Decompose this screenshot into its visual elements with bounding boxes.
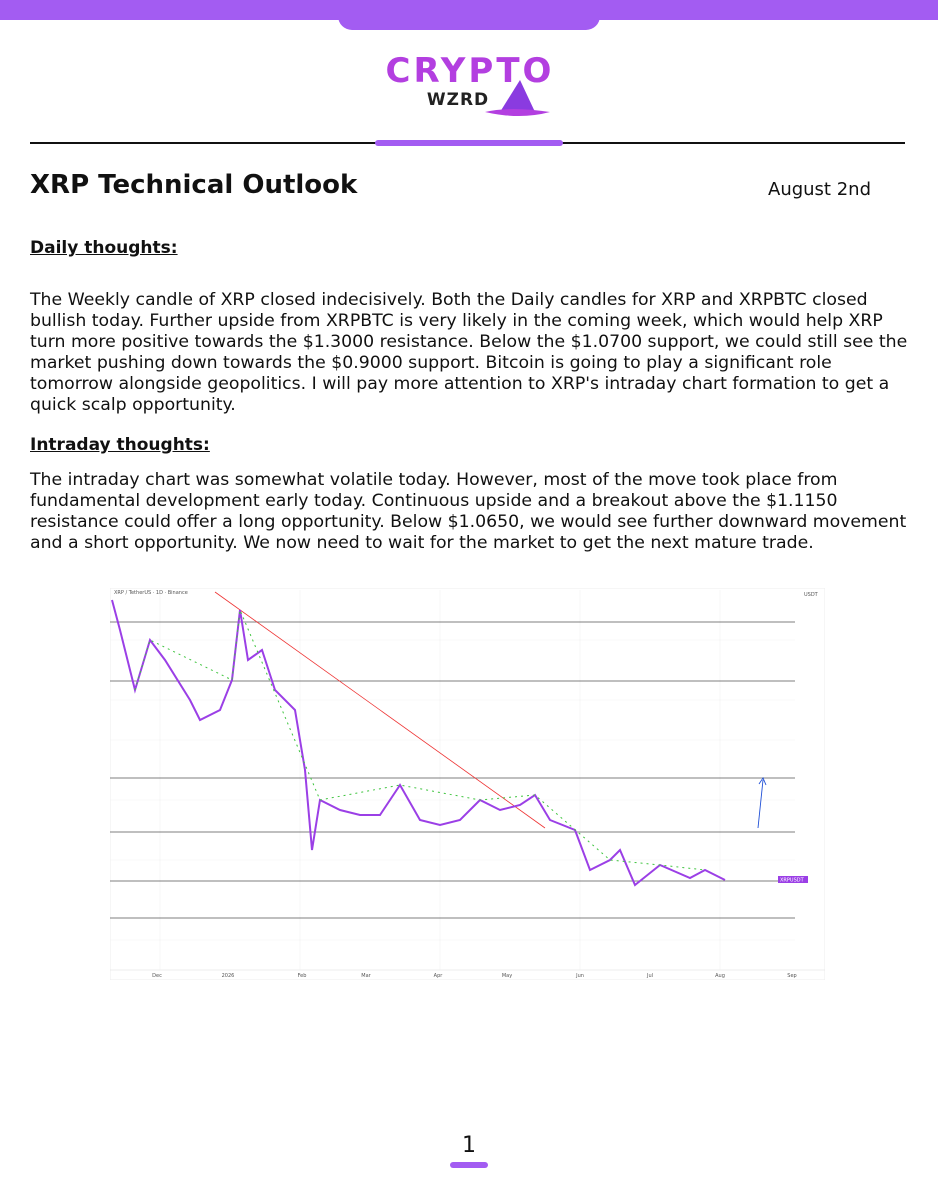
logo-subtext: WZRD (427, 90, 489, 110)
paragraph: The intraday chart was somewhat volatile… (30, 470, 907, 553)
logo-hat-brim (485, 109, 550, 116)
top-tab (338, 0, 600, 30)
month-label: Dec (152, 973, 162, 979)
page-accent (450, 1162, 488, 1168)
price-path (111, 599, 726, 887)
arrow (757, 779, 764, 829)
currency-label: USDT (804, 592, 819, 598)
grid (110, 590, 795, 970)
price-tag (778, 876, 808, 883)
month-label: Sep (787, 973, 796, 979)
divider-accent (375, 140, 563, 146)
date: August 2nd (768, 179, 871, 200)
chart-frame (110, 588, 825, 980)
month-label: Jun (575, 973, 584, 979)
month-label: May (502, 973, 512, 979)
month-label: Mar (361, 973, 371, 979)
logo-hat (500, 80, 535, 112)
logo: CRYPTO WZRD (386, 51, 555, 116)
logo-text: CRYPTO (386, 51, 555, 91)
chart-legend: XRP / TetherUS · 1D · Binance (114, 590, 188, 596)
paragraph: The Weekly candle of XRP closed indecisi… (30, 290, 908, 415)
month-label: Aug (715, 973, 725, 979)
trend-line (214, 591, 546, 829)
month-label: Apr (434, 973, 444, 979)
price-chart: XRPUSDT XRP / TetherUS · 1D · Binance US… (110, 588, 825, 980)
section-heading: Daily thoughts: (30, 238, 178, 258)
title: XRP Technical Outlook (30, 170, 358, 200)
price-tag-label: XRPUSDT (780, 878, 805, 884)
page-number: 1 (462, 1133, 476, 1158)
section-heading: Intraday thoughts: (30, 435, 210, 455)
month-label: Jul (646, 973, 653, 979)
month-labels: Dec 2026 Feb Mar Apr May Jun Jul Aug Sep (152, 973, 797, 979)
levels (110, 621, 795, 919)
month-label: Feb (298, 973, 307, 979)
month-label: 2026 (222, 973, 235, 979)
arrow-head (758, 777, 767, 786)
